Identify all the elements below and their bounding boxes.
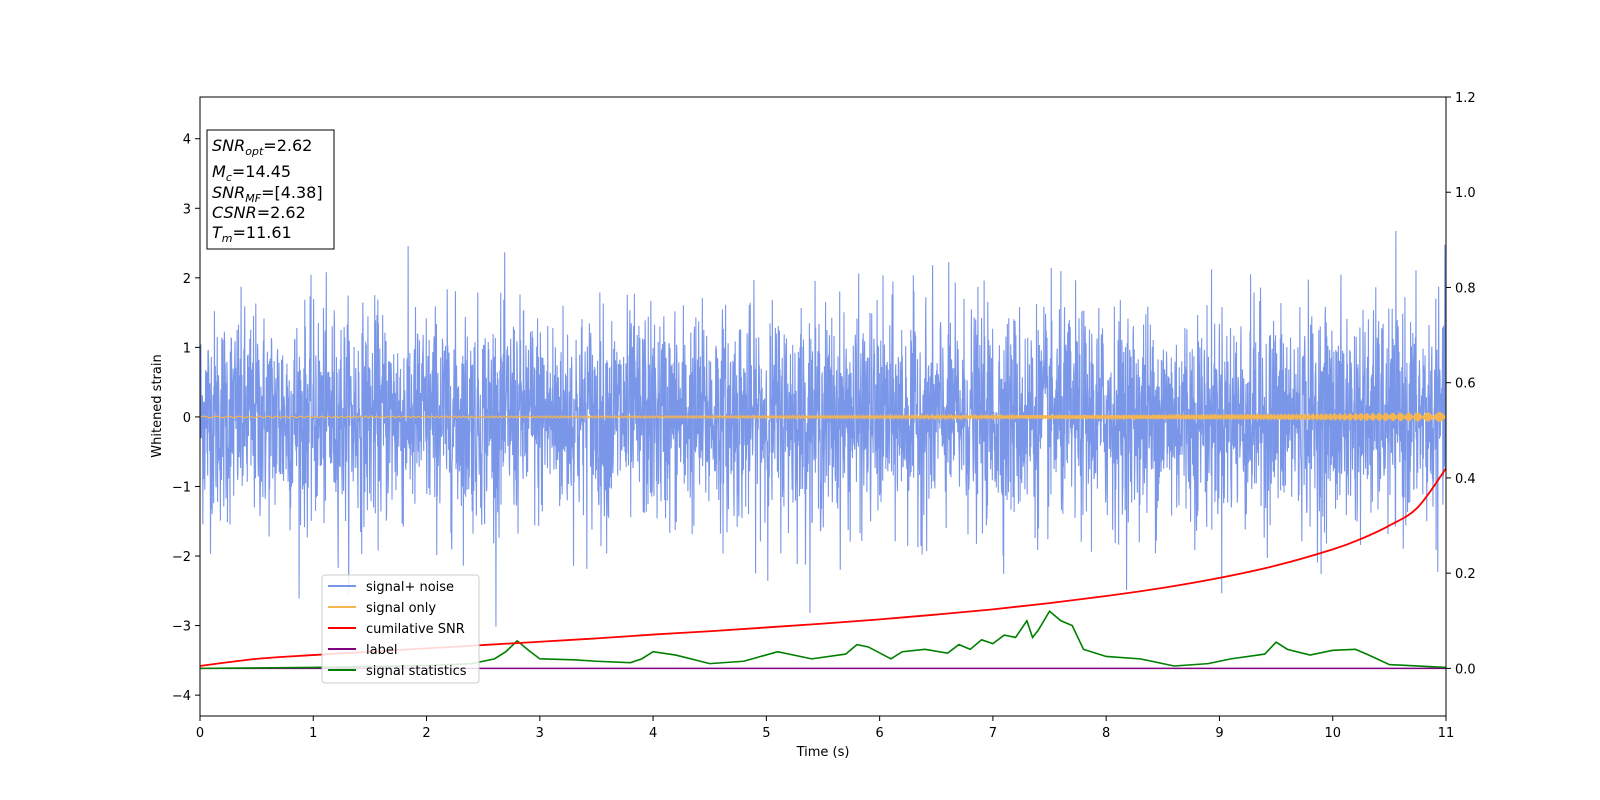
x-tick-label: 3: [536, 726, 544, 741]
y-tick-label: 4: [183, 133, 191, 148]
x-tick-label: 8: [1102, 726, 1110, 741]
series-signal-noise-line: [200, 231, 1446, 627]
y-tick-label: −3: [172, 620, 191, 635]
annotation-line: SNRMF=[4.38]: [212, 183, 323, 205]
x-tick-label: 7: [989, 726, 997, 741]
x-tick-label: 2: [422, 726, 430, 741]
y-tick-label: 0: [183, 411, 191, 426]
y-right-tick-label: 1.0: [1455, 186, 1476, 201]
y-axis-label: Whitened strain: [150, 354, 165, 457]
y-axis-left: −4 −3 −2 −1 0 1 2 3 4: [172, 133, 200, 704]
y-tick-label: −4: [172, 689, 191, 704]
y-right-tick-label: 1.2: [1455, 91, 1476, 106]
x-tick-label: 0: [196, 726, 204, 741]
x-tick-label: 11: [1438, 726, 1455, 741]
legend-frame: [321, 574, 480, 684]
series-signal-only-line: [200, 412, 1446, 422]
x-tick-label: 9: [1215, 726, 1223, 741]
x-tick-label: 1: [309, 726, 317, 741]
y-right-tick-label: 0.2: [1455, 567, 1476, 582]
legend: signal+ noise signal only cumilative SNR la…: [321, 574, 480, 684]
y-tick-label: 2: [183, 272, 191, 287]
x-tick-label: 10: [1324, 726, 1341, 741]
annotation-line: Tm=11.61: [212, 223, 292, 245]
y-tick-label: 1: [183, 341, 191, 356]
annotation-line: CSNR=2.62: [212, 203, 306, 222]
x-axis: 0 1 2 3 4 5 6 7 8 9 10 11: [196, 716, 1454, 741]
x-tick-label: 4: [649, 726, 657, 741]
legend-entry: signal statistics: [366, 664, 467, 679]
y-right-tick-label: 0.8: [1455, 281, 1476, 296]
x-axis-label: Time (s): [796, 745, 850, 760]
legend-entry: signal+ noise: [366, 580, 454, 595]
annotation-line: Mc=14.45: [212, 162, 291, 184]
stats-annotation-box: SNRopt=2.62 Mc=14.45SNRMF=[4.38]CSNR=2.62…: [206, 129, 335, 250]
x-tick-label: 6: [875, 726, 883, 741]
y-tick-label: −1: [172, 480, 191, 495]
y-right-tick-label: 0.0: [1455, 662, 1476, 677]
series-signal-statistics-line: [200, 610, 1446, 670]
legend-entry: label: [366, 643, 397, 658]
y-axis-right: 0.0 0.2 0.4 0.6 0.8 1.0 1.2: [1446, 91, 1476, 677]
legend-entry: cumilative SNR: [366, 622, 465, 637]
x-tick-label: 5: [762, 726, 770, 741]
annotation-frame: [206, 129, 335, 250]
y-tick-label: −2: [172, 550, 191, 565]
plot-frame: [199, 96, 1447, 717]
annotation-line: SNRopt=2.62: [212, 136, 312, 158]
legend-entry: signal only: [366, 601, 436, 616]
y-tick-label: 3: [183, 202, 191, 217]
y-right-tick-label: 0.4: [1455, 472, 1476, 487]
y-right-tick-label: 0.6: [1455, 377, 1476, 392]
